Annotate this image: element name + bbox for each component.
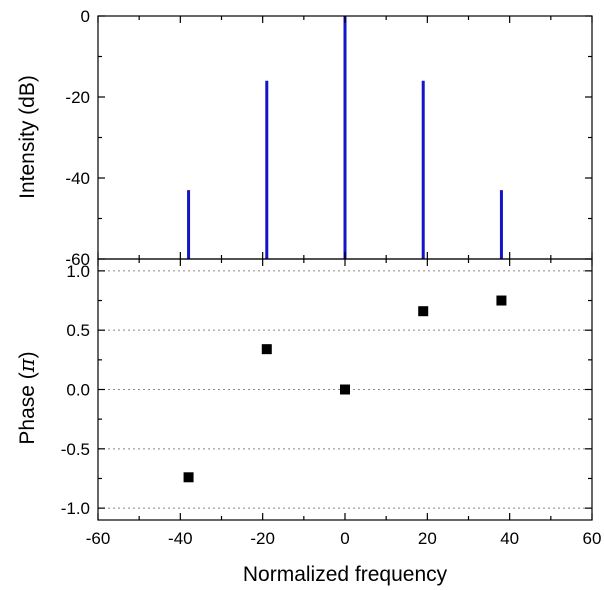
intensity-panel: -60 -40 -20 0 Intensity (dB) — [16, 7, 593, 269]
intensity-y-tick-label: -20 — [65, 88, 90, 107]
intensity-y-tick-label: 0 — [81, 7, 90, 26]
phase-point — [183, 472, 194, 483]
phase-point — [340, 384, 350, 395]
phase-panel: -1.0 -0.5 0.0 0.5 1.0 -60 -40 -20 0 20 40 60 Phase… — [15, 258, 602, 586]
frequency-x-tick-label: 60 — [583, 529, 602, 548]
phase-y-tick-label: 0.5 — [66, 321, 90, 340]
phase-axis-title-symbol: π — [15, 357, 39, 373]
phase-point — [496, 295, 507, 306]
phase-point — [261, 344, 272, 355]
frequency-x-tick-label: 40 — [500, 529, 519, 548]
intensity-axis-title: Intensity (dB) — [16, 75, 39, 199]
intensity-y-tick-label: -60 — [65, 250, 90, 269]
phase-y-tick-label: -0.5 — [61, 440, 90, 459]
phase-point — [418, 306, 429, 317]
intensity-y-tick-label: -40 — [65, 169, 90, 188]
frequency-x-tick-label: 20 — [418, 529, 437, 548]
frequency-x-tick-label: -40 — [168, 529, 193, 548]
frequency-x-tick-label: -20 — [250, 529, 275, 548]
phase-y-tick-label: -1.0 — [61, 499, 90, 518]
phase-y-tick-label: 1.0 — [66, 262, 90, 281]
phase-y-tick-label: 0.0 — [66, 381, 90, 400]
frequency-x-tick-label: -60 — [86, 529, 111, 548]
frequency-x-tick-label: 0 — [340, 529, 349, 548]
phase-axis-title: Phase (π) — [15, 351, 39, 444]
phase-plot-frame — [97, 258, 593, 521]
phase-axis-title-prefix: Phase ( — [16, 372, 39, 444]
frequency-axis-title: Normalized frequency — [243, 563, 448, 586]
phase-axis-title-suffix: ) — [16, 351, 39, 358]
